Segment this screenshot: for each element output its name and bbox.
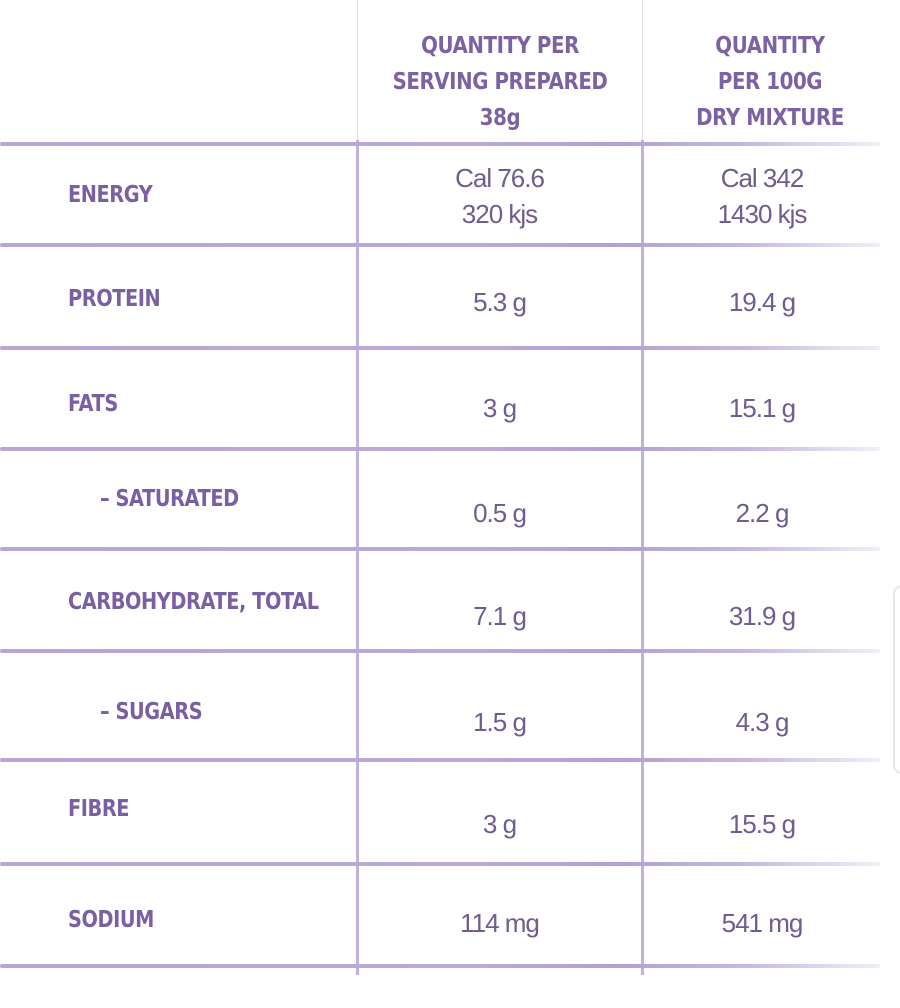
per100-value: 541 mg: [721, 908, 804, 938]
serving-value: Cal 76.6 320 kjs: [357, 160, 642, 232]
per100-value: 19.4 g: [728, 287, 796, 317]
per100-value: 4.3 g: [735, 707, 790, 737]
column-header-per-100g: QUANTITY PER 100G DRY MIXTURE: [632, 28, 900, 136]
row-divider: [0, 346, 880, 350]
column-divider: [642, 0, 643, 140]
value-line: Cal 342: [720, 163, 805, 193]
row-label: FIBRE: [68, 796, 130, 822]
header-line: PER 100G: [717, 69, 823, 95]
row-divider: [0, 862, 880, 866]
row-label: CARBOHYDRATE, TOTAL: [68, 589, 319, 615]
per100-value: 31.9 g: [728, 601, 796, 631]
serving-value: 7.1 g: [473, 601, 527, 631]
serving-value: 1.5 g: [473, 707, 527, 737]
row-label: FATS: [68, 391, 118, 417]
row-label: ENERGY: [68, 182, 153, 208]
per100-value: 2.2 g: [735, 498, 790, 528]
row-divider: [0, 447, 880, 451]
column-header-per-serving: QUANTITY PER SERVING PREPARED 38g: [354, 28, 646, 136]
row-divider: [0, 964, 880, 968]
row-divider: [0, 243, 880, 247]
row-divider: [0, 547, 880, 551]
row-label: – SATURATED: [100, 486, 239, 512]
header-line: QUANTITY: [715, 33, 825, 59]
header-line: DRY MIXTURE: [696, 105, 844, 131]
per100-value: Cal 342 1430 kjs: [642, 160, 882, 232]
column-divider: [641, 140, 644, 975]
column-divider: [356, 140, 359, 975]
row-divider: [0, 758, 880, 762]
value-line: Cal 76.6: [455, 163, 545, 193]
serving-value: 3 g: [482, 809, 517, 839]
serving-value: 114 mg: [460, 908, 540, 938]
edge-panel-handle[interactable]: [893, 585, 900, 774]
serving-value: 3 g: [482, 393, 517, 423]
header-line: SERVING PREPARED: [392, 69, 608, 95]
header-line: QUANTITY PER: [421, 33, 579, 59]
value-line: 1430 kjs: [717, 199, 808, 229]
column-divider: [357, 0, 358, 140]
serving-value: 5.3 g: [473, 287, 527, 317]
row-label: PROTEIN: [68, 286, 161, 312]
value-line: 320 kjs: [461, 199, 538, 229]
per100-value: 15.5 g: [728, 809, 796, 839]
serving-value: 0.5 g: [473, 498, 527, 528]
row-divider: [0, 649, 880, 653]
per100-value: 15.1 g: [728, 393, 796, 423]
row-label: SODIUM: [68, 907, 154, 933]
row-label: – SUGARS: [100, 699, 203, 725]
row-divider: [0, 142, 880, 146]
header-line: 38g: [479, 105, 521, 131]
